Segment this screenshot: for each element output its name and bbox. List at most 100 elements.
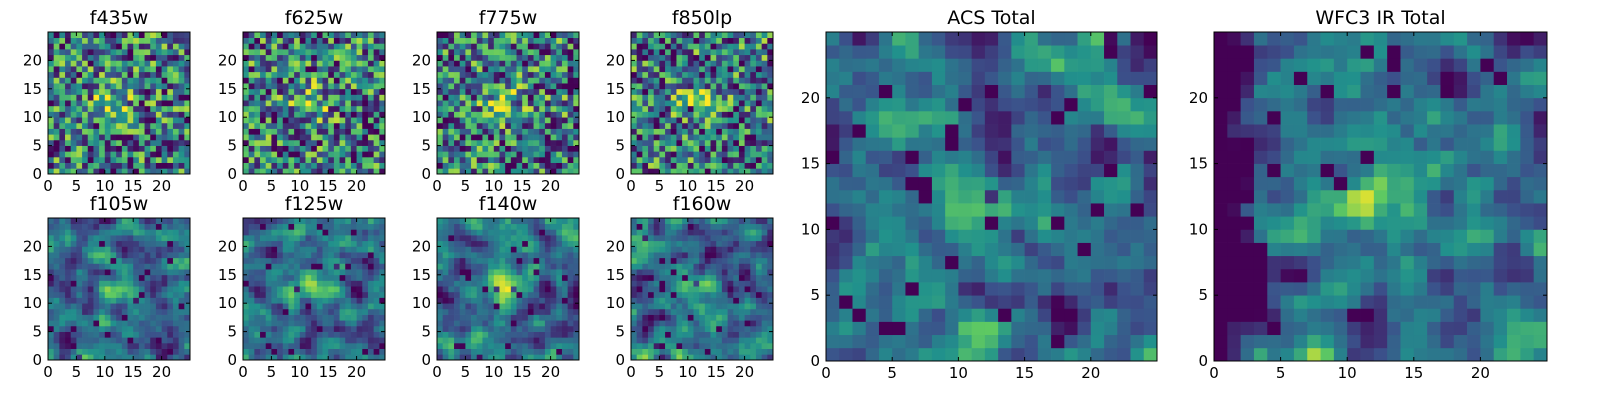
heatmap-cell: [172, 105, 179, 112]
heatmap-cell: [550, 348, 557, 355]
heatmap-cell: [733, 54, 740, 61]
heatmap-cell: [465, 280, 472, 287]
heatmap-cell: [573, 354, 580, 361]
heatmap-cell: [733, 139, 740, 146]
heatmap-cell: [471, 156, 478, 163]
heatmap-cell: [254, 32, 261, 39]
heatmap-cell: [527, 128, 534, 135]
heatmap-cell: [322, 162, 329, 169]
heatmap-cell: [448, 32, 455, 39]
heatmap-cell: [699, 77, 706, 84]
heatmap-cell: [488, 32, 495, 39]
heatmap-cell: [277, 325, 284, 332]
heatmap-cell: [254, 257, 261, 264]
heatmap-cell: [454, 337, 461, 344]
heatmap-cell: [254, 297, 261, 304]
heatmap-cell: [150, 139, 157, 146]
heatmap-cell: [454, 308, 461, 315]
heatmap-cell: [379, 263, 386, 270]
heatmap-cell: [265, 162, 272, 169]
heatmap-cell: [510, 320, 517, 327]
heatmap-cell: [350, 83, 357, 90]
heatmap-cell: [172, 331, 179, 338]
heatmap-cell: [59, 88, 66, 95]
heatmap-cell: [243, 49, 250, 56]
heatmap-cell: [172, 100, 179, 107]
heatmap-cell: [710, 286, 717, 293]
heatmap-cell: [488, 117, 495, 124]
heatmap-cell: [116, 145, 123, 152]
heatmap-cell: [82, 229, 89, 236]
heatmap-cell: [556, 100, 563, 107]
heatmap-cell: [693, 128, 700, 135]
heatmap-cell: [316, 43, 323, 50]
heatmap-cell: [437, 54, 444, 61]
heatmap-cell: [539, 280, 546, 287]
heatmap-cell: [87, 342, 94, 349]
heatmap-cell: [339, 66, 346, 73]
heatmap-cell: [476, 54, 483, 61]
heatmap-cell: [510, 54, 517, 61]
heatmap-cell: [448, 263, 455, 270]
heatmap-cell: [522, 117, 529, 124]
heatmap-cell: [322, 94, 329, 101]
heatmap-cell: [755, 291, 762, 298]
heatmap-cell: [362, 111, 369, 118]
heatmap-cell: [138, 257, 145, 264]
heatmap-cell: [104, 257, 111, 264]
heatmap-cell: [573, 246, 580, 253]
heatmap-cell: [311, 145, 318, 152]
heatmap-cell: [556, 257, 563, 264]
heatmap-cell: [471, 43, 478, 50]
heatmap-cell: [727, 162, 734, 169]
heatmap-cell: [144, 354, 151, 361]
heatmap-cell: [350, 162, 357, 169]
heatmap-cell: [133, 60, 140, 67]
heatmap-cell: [699, 71, 706, 78]
heatmap-cell: [716, 337, 723, 344]
heatmap-cell: [99, 218, 106, 225]
heatmap-cell: [305, 257, 312, 264]
heatmap-cell: [144, 83, 151, 90]
heatmap-cell: [442, 162, 449, 169]
heatmap-cell: [499, 60, 506, 67]
heatmap-cell: [454, 223, 461, 230]
heatmap-cell: [573, 342, 580, 349]
heatmap-cell: [744, 100, 751, 107]
heatmap-cell: [161, 303, 168, 310]
heatmap-cell: [167, 223, 174, 230]
heatmap-cell: [476, 223, 483, 230]
heatmap-cell: [556, 252, 563, 259]
heatmap-cell: [522, 280, 529, 287]
heatmap-cell: [721, 274, 728, 281]
heatmap-cell: [510, 100, 517, 107]
heatmap-cell: [665, 274, 672, 281]
heatmap-cell: [567, 235, 574, 242]
heatmap-cell: [271, 100, 278, 107]
heatmap-cell: [99, 139, 106, 146]
heatmap-cell: [550, 240, 557, 247]
heatmap-cell: [676, 100, 683, 107]
heatmap-cell: [721, 54, 728, 61]
heatmap-cell: [539, 111, 546, 118]
heatmap-cell: [471, 151, 478, 158]
heatmap-cell: [333, 77, 340, 84]
heatmap-cell: [288, 246, 295, 253]
heatmap-cell: [322, 257, 329, 264]
heatmap-cell: [138, 252, 145, 259]
heatmap-cell: [556, 168, 563, 175]
heatmap-cell: [682, 134, 689, 141]
heatmap-cell: [648, 354, 655, 361]
heatmap-cell: [104, 331, 111, 338]
heatmap-cell: [648, 308, 655, 315]
heatmap-cell: [110, 348, 117, 355]
heatmap-cell: [277, 269, 284, 276]
heatmap-cell: [488, 156, 495, 163]
heatmap-cell: [53, 66, 60, 73]
heatmap-cell: [178, 139, 185, 146]
heatmap-cell: [670, 139, 677, 146]
heatmap-cell: [144, 297, 151, 304]
heatmap-cell: [172, 246, 179, 253]
heatmap-cell: [150, 162, 157, 169]
heatmap-cell: [550, 54, 557, 61]
